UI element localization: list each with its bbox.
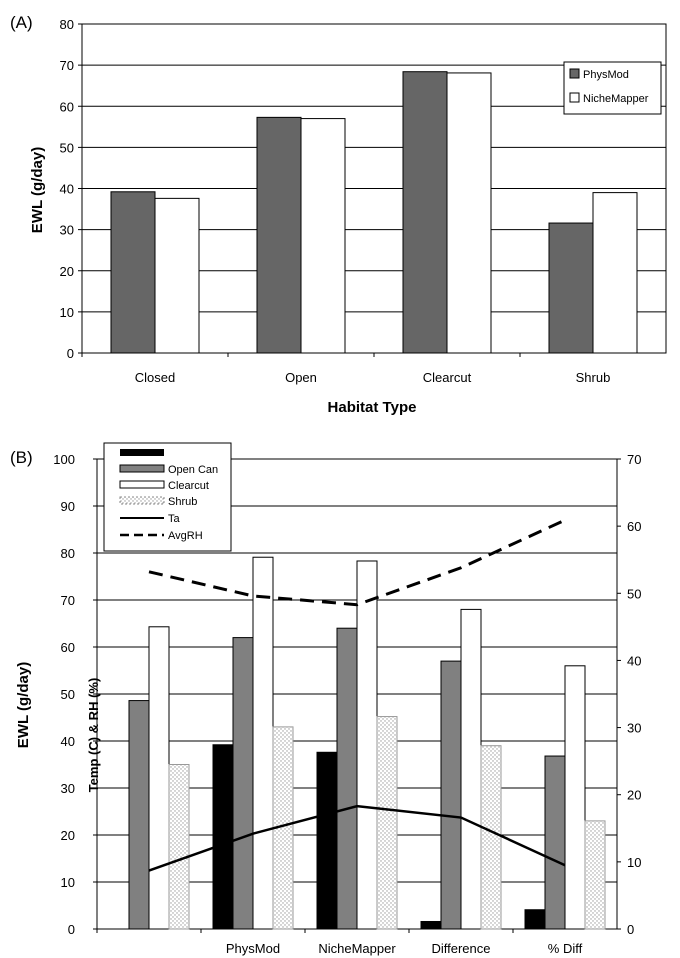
x-tick-label: Difference xyxy=(431,941,490,956)
bar-open-can xyxy=(336,627,358,930)
y-tick-label: 60 xyxy=(61,640,75,655)
bar-black-series xyxy=(212,744,234,930)
right-y-tick-label: 10 xyxy=(627,855,641,870)
y-tick-label: 80 xyxy=(60,17,74,32)
bar-open-can xyxy=(440,660,462,930)
legend-shrub-swatch xyxy=(119,496,165,505)
bar-shrub xyxy=(376,716,398,930)
y-tick-label: 10 xyxy=(60,305,74,320)
x-tick-label: NicheMapper xyxy=(318,941,396,956)
bar-clearcut xyxy=(252,556,274,930)
panel-b-legend: Open Can Clearcut Shrub Ta AvgRH xyxy=(103,442,232,552)
panel-a: (A) 0 10 20 30 40 50 60 70 80 Closed Open Clearcut… xyxy=(10,13,667,416)
legend-physmod-label: PhysMod xyxy=(583,69,629,81)
legend-shrub-label: Shrub xyxy=(168,496,197,508)
y-tick-label: 0 xyxy=(68,922,75,937)
bar-black-series xyxy=(316,751,338,930)
legend-nichemapper-swatch xyxy=(569,92,580,103)
panel-b-label: (B) xyxy=(10,448,33,467)
panel-a-legend: PhysMod NicheMapper xyxy=(563,61,662,115)
bar-nichemapper xyxy=(300,118,346,354)
panel-b-left-y-ticks: 0 10 20 30 40 50 60 70 80 90 100 xyxy=(53,452,97,937)
right-y-tick-label: 20 xyxy=(627,788,641,803)
bar-physmod xyxy=(256,116,302,354)
bar-nichemapper xyxy=(446,72,492,354)
y-tick-label: 0 xyxy=(67,346,74,361)
right-y-tick-label: 50 xyxy=(627,586,641,601)
bar-open-can xyxy=(128,700,150,930)
panel-b: (B) 0 10 20 30 40 50 60 70 80 90 100 0 10 20 30 40 50 60… xyxy=(10,442,641,956)
legend-open-can-swatch xyxy=(119,464,165,473)
bar-black-series xyxy=(524,909,546,930)
panel-a-y-ticks: 0 10 20 30 40 50 60 70 80 xyxy=(60,17,82,361)
panel-b-secondary-y-axis-title: Temp (C) & RH (%) xyxy=(86,678,101,793)
y-tick-label: 20 xyxy=(61,828,75,843)
y-tick-label: 30 xyxy=(61,781,75,796)
line-ta xyxy=(148,804,566,872)
bar-shrub xyxy=(168,764,190,930)
legend-avgrh-label: AvgRH xyxy=(168,530,203,542)
y-tick-label: 70 xyxy=(61,593,75,608)
y-tick-label: 40 xyxy=(60,182,74,197)
panel-a-label: (A) xyxy=(10,13,33,32)
right-y-tick-label: 40 xyxy=(627,653,641,668)
bar-open-can xyxy=(232,637,254,930)
right-y-tick-label: 0 xyxy=(627,922,634,937)
x-tick-label: Open xyxy=(285,370,317,385)
x-tick-label: PhysMod xyxy=(226,941,280,956)
legend-clearcut-swatch xyxy=(119,480,165,489)
legend-physmod-swatch xyxy=(569,68,580,79)
x-tick-label: Clearcut xyxy=(423,370,472,385)
bar-open-can xyxy=(544,755,566,930)
right-y-tick-label: 30 xyxy=(627,721,641,736)
y-tick-label: 70 xyxy=(60,58,74,73)
legend-nichemapper-label: NicheMapper xyxy=(583,93,649,105)
bar-physmod xyxy=(548,222,594,354)
bar-clearcut xyxy=(148,626,170,930)
y-tick-label: 50 xyxy=(61,687,75,702)
panel-a-x-axis-title: Habitat Type xyxy=(328,399,417,416)
bar-physmod xyxy=(110,191,156,354)
bar-nichemapper xyxy=(592,192,638,354)
panel-b-right-y-ticks: 0 10 20 30 40 50 60 70 xyxy=(617,452,641,937)
bar-black-series xyxy=(420,920,442,930)
line-avgrh xyxy=(148,518,566,607)
y-tick-label: 80 xyxy=(61,546,75,561)
bar-shrub xyxy=(584,820,606,930)
bar-clearcut xyxy=(564,665,586,930)
panel-a-legend-box xyxy=(563,61,662,115)
y-tick-label: 30 xyxy=(60,223,74,238)
legend-open-can-label: Open Can xyxy=(168,464,218,476)
bar-nichemapper xyxy=(154,197,200,354)
x-tick-label: % Diff xyxy=(548,941,583,956)
panel-b-x-ticks: PhysMod NicheMapper Difference % Diff xyxy=(96,929,583,956)
bar-shrub xyxy=(480,745,502,930)
y-tick-label: 100 xyxy=(53,452,75,467)
bar-clearcut xyxy=(356,560,378,930)
right-y-tick-label: 70 xyxy=(627,452,641,467)
panel-b-lines xyxy=(148,518,566,872)
bar-clearcut xyxy=(460,608,482,930)
y-tick-label: 50 xyxy=(60,140,74,155)
legend-ta-label: Ta xyxy=(168,513,181,525)
bar-physmod xyxy=(402,71,448,354)
legend-clearcut-label: Clearcut xyxy=(168,480,209,492)
y-tick-label: 40 xyxy=(61,734,75,749)
panel-a-y-axis-title: EWL (g/day) xyxy=(29,147,46,233)
x-tick-label: Closed xyxy=(135,370,175,385)
panel-a-bars xyxy=(110,71,638,354)
y-tick-label: 20 xyxy=(60,264,74,279)
right-y-tick-label: 60 xyxy=(627,519,641,534)
y-tick-label: 90 xyxy=(61,499,75,514)
panel-b-bars xyxy=(128,556,606,930)
x-tick-label: Shrub xyxy=(576,370,611,385)
y-tick-label: 10 xyxy=(61,875,75,890)
panel-a-x-ticks: Closed Open Clearcut Shrub xyxy=(81,353,611,385)
legend-black-swatch xyxy=(120,449,164,456)
y-tick-label: 60 xyxy=(60,99,74,114)
panel-b-y-axis-title: EWL (g/day) xyxy=(15,662,32,748)
